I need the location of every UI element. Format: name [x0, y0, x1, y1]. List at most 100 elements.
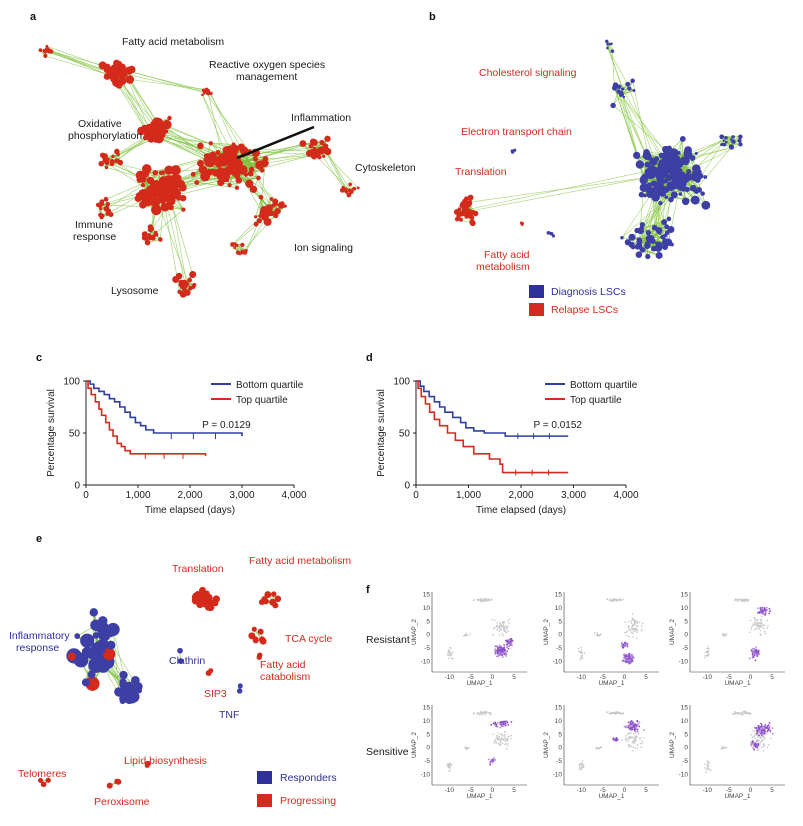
umap-x-tick: -5	[600, 674, 606, 681]
label-ros-2: management	[236, 71, 298, 83]
umap-x-tick: 5	[770, 674, 774, 681]
umap-y-tick: 10	[681, 718, 689, 725]
umap-y-tick: 15	[681, 592, 689, 599]
umap-x-label: UMAP_1	[724, 793, 750, 800]
umap-y-tick: -5	[424, 758, 430, 765]
umap-x-label: UMAP_1	[598, 793, 624, 800]
label-b-fatty-acid-2: metabolism	[476, 261, 530, 273]
umap-plot: -10 -5 0 5 15 10 5 0 -5 -10 UMAP_1 UMAP_2	[543, 705, 659, 800]
umap-x-tick: 5	[512, 674, 516, 681]
umap-x-tick: 0	[623, 787, 627, 794]
umap-y-tick: 5	[684, 731, 688, 738]
umap-plot: -10 -5 0 5 15 10 5 0 -5 -10 UMAP_1 UMAP_2	[411, 592, 527, 687]
umap-x-tick: -5	[468, 674, 474, 681]
legend-b-relapse-label: Relapse LSCs	[551, 304, 619, 316]
label-immune: Immune	[75, 219, 113, 231]
umap-y-label: UMAP_2	[411, 619, 418, 645]
umap-x-label: UMAP_1	[466, 793, 492, 800]
umap-y-tick: -10	[679, 771, 689, 778]
label-lysosome: Lysosome	[111, 285, 159, 297]
umap-y-label: UMAP_2	[669, 619, 676, 645]
y-axis-label: Percentage survival	[376, 389, 387, 477]
umap-x-tick: 0	[491, 674, 495, 681]
umap-y-tick: 15	[555, 705, 563, 712]
label-b-fatty-acid: Fatty acid	[484, 249, 530, 261]
x-axis-label: Time elapsed (days)	[145, 505, 235, 516]
umap-y-tick: 0	[558, 745, 562, 752]
label-oxphos: Oxidative	[78, 118, 122, 130]
label-e-fatty-acid-metabolism: Fatty acid metabolism	[249, 555, 352, 567]
legend-label: Bottom quartile	[570, 380, 638, 391]
umap-y-tick: -5	[682, 645, 688, 652]
umap-y-label: UMAP_2	[669, 732, 676, 758]
legend-e-progressing-label: Progressing	[280, 795, 337, 807]
umap-y-tick: -5	[424, 645, 430, 652]
umap-y-label: UMAP_2	[543, 619, 550, 645]
label-b-translation: Translation	[455, 166, 507, 178]
umap-y-tick: 5	[426, 618, 430, 625]
umap-y-label: UMAP_2	[411, 732, 418, 758]
label-fatty-acid-metabolism: Fatty acid metabolism	[122, 36, 225, 48]
x-tick-label: 0	[413, 490, 419, 501]
y-tick-label: 0	[404, 481, 410, 492]
network-nodes	[38, 44, 360, 298]
umap-x-label: UMAP_1	[724, 680, 750, 687]
x-tick-label: 2,000	[508, 490, 533, 501]
umap-y-tick: -10	[553, 771, 563, 778]
umap-x-tick: 5	[770, 787, 774, 794]
umap-x-tick: -10	[577, 787, 587, 794]
legend-b-relapse-swatch	[529, 303, 544, 316]
legend-label: Top quartile	[570, 395, 622, 406]
x-axis-label: Time elapsed (days)	[476, 505, 566, 516]
umap-x-tick: -10	[703, 787, 713, 794]
x-tick-label: 2,000	[177, 490, 202, 501]
umap-y-tick: 0	[558, 632, 562, 639]
umap-y-tick: -10	[421, 771, 431, 778]
x-tick-label: 1,000	[125, 490, 150, 501]
x-tick-label: 1,000	[456, 490, 481, 501]
umap-y-tick: 0	[684, 632, 688, 639]
x-tick-label: 4,000	[281, 490, 306, 501]
y-tick-label: 0	[74, 481, 80, 492]
y-tick-label: 50	[69, 429, 81, 440]
p-value-annotation: P = 0.0129	[202, 420, 251, 431]
label-electron-transport-chain: Electron transport chain	[461, 126, 572, 138]
umap-y-tick: 5	[684, 618, 688, 625]
x-tick-label: 4,000	[613, 490, 638, 501]
umap-x-tick: -10	[445, 674, 455, 681]
panel-f-letter: f	[366, 584, 370, 596]
label-telomeres: Telomeres	[18, 768, 67, 780]
umap-x-tick: -5	[600, 787, 606, 794]
x-tick-label: 3,000	[229, 490, 254, 501]
umap-y-tick: 15	[423, 592, 431, 599]
legend-e-responders-label: Responders	[280, 772, 337, 784]
umap-y-tick: 15	[555, 592, 563, 599]
label-e-translation: Translation	[172, 563, 224, 575]
umap-plot: -10 -5 0 5 15 10 5 0 -5 -10 UMAP_1 UMAP_2	[669, 705, 785, 800]
label-lipid-biosynthesis: Lipid biosynthesis	[124, 755, 207, 767]
umap-x-tick: 5	[644, 674, 648, 681]
panel-c-letter: c	[36, 352, 43, 364]
umap-y-tick: -5	[682, 758, 688, 765]
legend-e-progressing-swatch	[257, 794, 272, 807]
label-ion-signaling: Ion signaling	[294, 242, 353, 254]
umap-y-tick: 5	[558, 618, 562, 625]
panel-e-letter: e	[36, 533, 43, 545]
label-clathrin: Clathrin	[169, 655, 206, 667]
network-nodes	[37, 586, 282, 789]
label-tca-cycle: TCA cycle	[285, 633, 333, 645]
umap-y-tick: 5	[426, 731, 430, 738]
label-peroxisome: Peroxisome	[94, 796, 150, 808]
umap-x-tick: -5	[468, 787, 474, 794]
umap-plot: -10 -5 0 5 15 10 5 0 -5 -10 UMAP_1 UMAP_2	[669, 592, 785, 687]
umap-x-tick: 0	[749, 787, 753, 794]
umap-y-tick: 10	[423, 718, 431, 725]
label-tnf: TNF	[219, 709, 240, 721]
network-nodes	[453, 39, 743, 260]
label-fatty-acid-catabolism: Fatty acid	[260, 659, 306, 671]
umap-x-tick: 0	[623, 674, 627, 681]
legend-b-diagnosis-label: Diagnosis LSCs	[551, 286, 626, 298]
